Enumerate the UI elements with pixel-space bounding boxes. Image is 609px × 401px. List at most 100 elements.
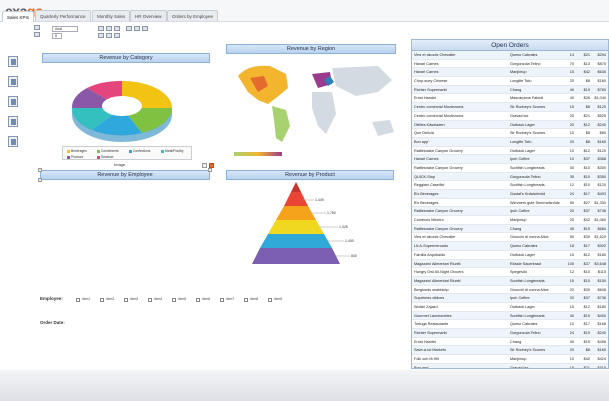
table-row[interactable]: Comércio Mineiro Manjimup 25 $42 $1,060 <box>412 216 608 225</box>
table-cell: Ipoh Coffee <box>510 157 530 162</box>
employee-checkbox-5[interactable] <box>172 298 176 302</box>
table-cell: $12 <box>583 304 590 309</box>
table-row[interactable]: Chop-suey Chinese Longlife Tofu 20 $8 $160 <box>412 77 608 86</box>
italic-icon[interactable] <box>106 33 112 38</box>
table-cell: 24 <box>569 331 574 335</box>
resize-handle-top-left[interactable] <box>38 168 42 172</box>
table-row[interactable]: Reggiani Caseifici Scottish Longbreads 12 $… <box>412 181 608 190</box>
employee-checkbox-4[interactable] <box>148 298 152 302</box>
table-row[interactable]: Rattlesnake Canyon Grocery Outback Lager 1… <box>412 147 608 156</box>
table-row[interactable]: Ottilies Käseladen Outback Lager 20 $12 $240 <box>412 120 608 130</box>
table-cell: $160 <box>597 348 606 353</box>
table-row[interactable]: Gourmet Lanchonetes Scottish Longbreads 40… <box>412 311 608 321</box>
table-row[interactable]: Bon app' Longlife Tofu 20 $8 $160 <box>412 137 608 147</box>
layout-icon[interactable] <box>134 26 140 31</box>
font-select[interactable]: Arial <box>52 26 78 32</box>
employee-checkbox-2[interactable] <box>100 298 104 302</box>
table-row[interactable]: LILA-Supermercado Queso Cabrales 18 $17 $302 <box>412 242 608 251</box>
table-row[interactable]: Rattlesnake Canyon Grocery Ipoh Coffee 20 $… <box>412 207 608 217</box>
table-row[interactable]: B's Beverages Gustaf's Knäckebröd 24 $17 $40… <box>412 190 608 199</box>
table-row[interactable]: Vins et alcools Chevalier Queso Cabrales 1… <box>412 51 608 60</box>
tab-quarterly-performance[interactable]: Quarterly Performance <box>35 10 91 21</box>
employee-checkbox-7[interactable] <box>220 298 224 302</box>
employee-checkbox-8[interactable] <box>244 298 248 302</box>
chart-icon[interactable] <box>142 26 148 31</box>
table-row[interactable]: Rattlesnake Canyon Grocery Chang 45 $15 $684 <box>412 224 608 234</box>
font-size-select[interactable]: 8 <box>52 33 62 39</box>
resize-handle-bottom-left[interactable] <box>38 178 42 182</box>
employee-checkbox-9[interactable] <box>268 298 272 302</box>
table-row[interactable]: Hanari Carnes Manjimup 15 $42 $636 <box>412 68 608 78</box>
table-cell: $350 <box>597 174 606 179</box>
table-row[interactable]: QUICK-Stop Gorgonzola Telino 35 $10 $350 <box>412 172 608 182</box>
filter-tool-icon[interactable] <box>8 136 18 147</box>
settings-tool-icon[interactable] <box>8 116 18 127</box>
table-row[interactable]: Que Delícia Sir Rodney's Scones 10 $8 $80 <box>412 129 608 138</box>
table-row[interactable]: Magazzini Alimentari Riuniti Rössle Sauer… <box>412 259 608 269</box>
text-tool-icon[interactable] <box>8 76 18 87</box>
table-row[interactable]: Centro comercial Moctezuma Sir Rodney's S… <box>412 103 608 112</box>
resize-handle-top-right[interactable] <box>208 168 212 172</box>
table-cell: Folk och fä HB <box>414 357 439 362</box>
save-icon[interactable] <box>34 25 40 30</box>
bold-icon[interactable] <box>98 33 104 38</box>
underline-icon[interactable] <box>114 33 120 38</box>
chart-tool-icon[interactable] <box>8 96 18 107</box>
table-cell: 20 <box>569 122 574 127</box>
table-cell: $302 <box>597 244 606 249</box>
table-cell: $736 <box>597 296 606 301</box>
table-row[interactable]: Magazzini Alimentari Riuniti Scottish Lon… <box>412 276 608 286</box>
grid-icon[interactable] <box>126 26 132 31</box>
tab-orders-by-employee[interactable]: Orders by Employee <box>167 10 219 21</box>
table-row[interactable]: Centro comercial Moctezuma Gravad lax 25 $2… <box>412 112 608 121</box>
table-cell: Familia Arquibaldo <box>414 252 446 257</box>
align-right-icon[interactable] <box>114 26 120 31</box>
table-row[interactable]: B's Beverages Wimmers gute Semmelknödel 50… <box>412 199 608 208</box>
pyramid-label-3: 1,325 <box>339 225 348 229</box>
close-icon[interactable] <box>209 163 214 168</box>
pointer-tool-icon[interactable] <box>8 56 18 67</box>
table-row[interactable]: Tortuga Restaurante Queso Cabrales 10 $17 $1… <box>412 320 608 329</box>
undo-icon[interactable] <box>34 32 40 37</box>
table-cell: Que Delícia <box>414 131 434 136</box>
table-cell: Longlife Tofu <box>510 79 532 84</box>
table-row[interactable]: Ernst Handel Chang 30 $15 $456 <box>412 338 608 347</box>
table-row[interactable]: Folk och fä HB Manjimup 10 $42 $424 <box>412 355 608 364</box>
map-asia <box>332 66 392 96</box>
align-center-icon[interactable] <box>106 26 112 31</box>
table-cell: $17 <box>583 192 590 196</box>
revenue-by-product-title: Revenue by Product <box>226 170 394 180</box>
employee-checkbox-3[interactable] <box>124 298 128 302</box>
employee-checkbox-1[interactable] <box>76 298 80 302</box>
table-cell: Rattlesnake Canyon Grocery <box>414 165 463 170</box>
table-row[interactable]: Suprêmes délices Ipoh Coffee 20 $37 $736 <box>412 294 608 303</box>
table-row[interactable]: Rattlesnake Canyon Grocery Scottish Longb… <box>412 164 608 173</box>
pyramid-level-4 <box>260 234 332 248</box>
employee-option-label: Item3 <box>130 297 139 301</box>
employee-checkbox-6[interactable] <box>196 298 200 302</box>
table-row[interactable]: Richter Supermarkt Chang 40 $19 $760 <box>412 85 608 95</box>
tab-hr-overview[interactable]: HR Overview <box>130 10 167 21</box>
table-row[interactable]: Hanari Carnes Gorgonzola Telino 70 $13 $875 <box>412 60 608 69</box>
table-row[interactable]: Hungry Owl All-Night Grocers Spegesild 12 $… <box>412 268 608 277</box>
tab-sales-kpis[interactable]: Sales KPIs <box>2 11 35 22</box>
table-row[interactable]: Save-a-lot Markets Sir Rodney's Scones 20 $… <box>412 346 608 356</box>
table-cell: Gourmet Lanchonetes <box>414 313 452 318</box>
table-cell: Vins et alcools Chevalier <box>414 53 456 57</box>
table-row[interactable]: Hanari Carnes Ipoh Coffee 10 $37 $368 <box>412 155 608 164</box>
table-cell: $115 <box>597 270 606 275</box>
edit-icon[interactable] <box>202 163 207 168</box>
tab-monthly-sales[interactable]: Monthly Sales <box>92 10 131 21</box>
table-row[interactable]: Ernst Handel Mascarpone Fabioli 40 $26 $1,04… <box>412 94 608 104</box>
table-cell: 15 <box>569 105 574 110</box>
table-row[interactable]: Familia Arquibaldo Outback Lager 15 $12 $180 <box>412 251 608 260</box>
table-cell: $160 <box>597 139 606 144</box>
table-row[interactable]: Berglunds snabbköp Gnocchi di nonna Alice… <box>412 286 608 295</box>
table-row[interactable]: Bon app' Gravad lax 15 $21 $315 <box>412 363 608 368</box>
align-left-icon[interactable] <box>98 26 104 31</box>
employee-option-label: Item2 <box>106 297 115 301</box>
table-cell: Chang <box>510 87 522 92</box>
table-row[interactable]: Wolski Zajazd Outback Lager 15 $12 $180 <box>412 303 608 312</box>
table-row[interactable]: Richter Supermarkt Gorgonzola Telino 24 $10… <box>412 329 608 338</box>
table-row[interactable]: Vins et alcools Chevalier Gnocchi di nonn… <box>412 233 608 243</box>
